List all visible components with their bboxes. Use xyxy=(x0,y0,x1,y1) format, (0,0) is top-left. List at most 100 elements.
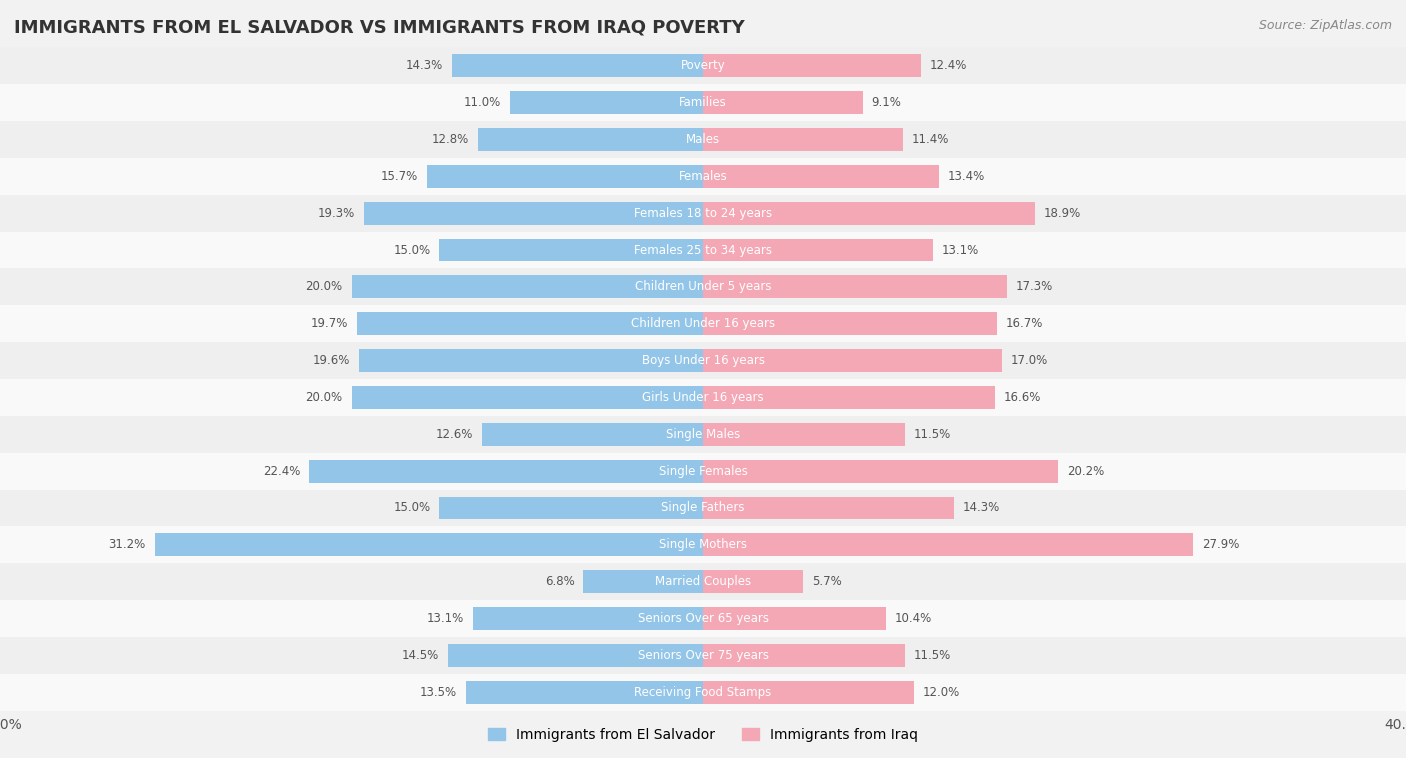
Bar xyxy=(703,349,1001,372)
Bar xyxy=(309,459,703,483)
Bar xyxy=(703,607,886,630)
FancyBboxPatch shape xyxy=(0,342,1406,379)
Text: 15.0%: 15.0% xyxy=(394,502,430,515)
Text: 6.8%: 6.8% xyxy=(546,575,575,588)
Text: Single Mothers: Single Mothers xyxy=(659,538,747,551)
Bar xyxy=(703,496,955,519)
Text: Females: Females xyxy=(679,170,727,183)
Text: 9.1%: 9.1% xyxy=(872,96,901,109)
Text: 20.0%: 20.0% xyxy=(305,280,343,293)
Text: 11.0%: 11.0% xyxy=(464,96,501,109)
Text: 14.5%: 14.5% xyxy=(402,649,439,662)
Text: 14.3%: 14.3% xyxy=(406,59,443,72)
Text: Single Females: Single Females xyxy=(658,465,748,478)
Bar xyxy=(703,570,803,593)
Text: 19.3%: 19.3% xyxy=(318,207,354,220)
Bar xyxy=(703,165,939,188)
Bar xyxy=(703,459,1057,483)
Bar xyxy=(155,534,703,556)
Text: 11.5%: 11.5% xyxy=(914,428,950,441)
Text: 13.1%: 13.1% xyxy=(942,243,979,256)
Text: 12.6%: 12.6% xyxy=(436,428,472,441)
Text: 17.0%: 17.0% xyxy=(1011,354,1047,367)
Bar xyxy=(703,312,997,335)
Text: 17.3%: 17.3% xyxy=(1015,280,1053,293)
Bar xyxy=(359,349,703,372)
Bar xyxy=(449,644,703,667)
FancyBboxPatch shape xyxy=(0,195,1406,232)
Text: 12.4%: 12.4% xyxy=(929,59,967,72)
Bar xyxy=(481,423,703,446)
FancyBboxPatch shape xyxy=(0,158,1406,195)
FancyBboxPatch shape xyxy=(0,121,1406,158)
Text: Married Couples: Married Couples xyxy=(655,575,751,588)
Bar xyxy=(703,275,1007,299)
FancyBboxPatch shape xyxy=(0,600,1406,637)
Text: 19.6%: 19.6% xyxy=(312,354,350,367)
Text: Males: Males xyxy=(686,133,720,146)
Text: Families: Families xyxy=(679,96,727,109)
Text: 10.4%: 10.4% xyxy=(894,612,932,625)
FancyBboxPatch shape xyxy=(0,453,1406,490)
Text: 16.7%: 16.7% xyxy=(1005,317,1043,330)
Bar xyxy=(703,644,905,667)
FancyBboxPatch shape xyxy=(0,563,1406,600)
Bar xyxy=(703,202,1035,224)
Text: 19.7%: 19.7% xyxy=(311,317,349,330)
Text: Single Males: Single Males xyxy=(666,428,740,441)
Text: 16.6%: 16.6% xyxy=(1004,391,1040,404)
Text: 13.4%: 13.4% xyxy=(948,170,984,183)
Text: Children Under 5 years: Children Under 5 years xyxy=(634,280,772,293)
Text: Boys Under 16 years: Boys Under 16 years xyxy=(641,354,765,367)
Text: 31.2%: 31.2% xyxy=(108,538,146,551)
Text: 20.2%: 20.2% xyxy=(1067,465,1104,478)
Text: 22.4%: 22.4% xyxy=(263,465,301,478)
Bar xyxy=(357,312,703,335)
Text: Seniors Over 75 years: Seniors Over 75 years xyxy=(637,649,769,662)
Text: 12.8%: 12.8% xyxy=(432,133,470,146)
FancyBboxPatch shape xyxy=(0,268,1406,305)
Bar xyxy=(439,496,703,519)
Bar xyxy=(439,239,703,262)
Bar xyxy=(703,423,905,446)
Text: Girls Under 16 years: Girls Under 16 years xyxy=(643,391,763,404)
Bar xyxy=(703,386,995,409)
Bar xyxy=(465,681,703,703)
Bar xyxy=(451,55,703,77)
FancyBboxPatch shape xyxy=(0,84,1406,121)
Bar xyxy=(703,55,921,77)
Text: Seniors Over 65 years: Seniors Over 65 years xyxy=(637,612,769,625)
Text: 13.1%: 13.1% xyxy=(427,612,464,625)
Text: 15.7%: 15.7% xyxy=(381,170,419,183)
FancyBboxPatch shape xyxy=(0,637,1406,674)
FancyBboxPatch shape xyxy=(0,47,1406,84)
Text: Receiving Food Stamps: Receiving Food Stamps xyxy=(634,686,772,699)
FancyBboxPatch shape xyxy=(0,305,1406,342)
Text: Children Under 16 years: Children Under 16 years xyxy=(631,317,775,330)
Text: Poverty: Poverty xyxy=(681,59,725,72)
Legend: Immigrants from El Salvador, Immigrants from Iraq: Immigrants from El Salvador, Immigrants … xyxy=(482,722,924,747)
Text: 18.9%: 18.9% xyxy=(1043,207,1081,220)
FancyBboxPatch shape xyxy=(0,379,1406,416)
Bar xyxy=(427,165,703,188)
Text: Females 18 to 24 years: Females 18 to 24 years xyxy=(634,207,772,220)
Bar xyxy=(352,386,703,409)
Bar xyxy=(703,681,914,703)
FancyBboxPatch shape xyxy=(0,526,1406,563)
FancyBboxPatch shape xyxy=(0,232,1406,268)
Text: 5.7%: 5.7% xyxy=(813,575,842,588)
Text: 14.3%: 14.3% xyxy=(963,502,1000,515)
Text: Source: ZipAtlas.com: Source: ZipAtlas.com xyxy=(1258,19,1392,32)
Text: Single Fathers: Single Fathers xyxy=(661,502,745,515)
Text: 20.0%: 20.0% xyxy=(305,391,343,404)
FancyBboxPatch shape xyxy=(0,416,1406,453)
Text: IMMIGRANTS FROM EL SALVADOR VS IMMIGRANTS FROM IRAQ POVERTY: IMMIGRANTS FROM EL SALVADOR VS IMMIGRANT… xyxy=(14,19,745,37)
Bar xyxy=(703,534,1194,556)
Bar xyxy=(703,128,904,151)
Text: 12.0%: 12.0% xyxy=(922,686,960,699)
Bar xyxy=(478,128,703,151)
Bar xyxy=(510,91,703,114)
Text: 13.5%: 13.5% xyxy=(420,686,457,699)
FancyBboxPatch shape xyxy=(0,490,1406,526)
Text: 11.4%: 11.4% xyxy=(912,133,949,146)
